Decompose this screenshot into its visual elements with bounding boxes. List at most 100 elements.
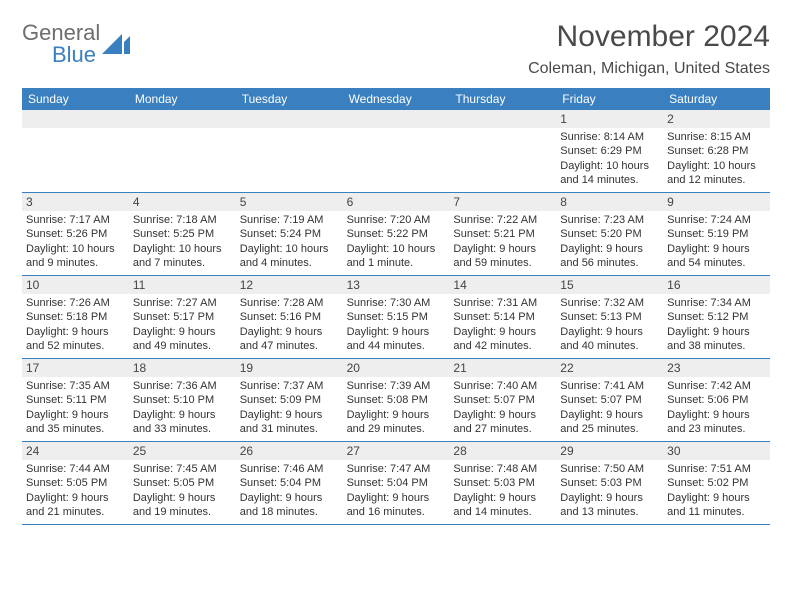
sunrise-line: Sunrise: 7:17 AM <box>26 213 125 227</box>
daylight-line: Daylight: 9 hours and 49 minutes. <box>133 325 232 354</box>
daylight-line: Daylight: 9 hours and 35 minutes. <box>26 408 125 437</box>
day-number: 26 <box>236 442 343 460</box>
sunset-line: Sunset: 5:17 PM <box>133 310 232 324</box>
sunrise-line: Sunrise: 7:31 AM <box>453 296 552 310</box>
day-cell: 18Sunrise: 7:36 AMSunset: 5:10 PMDayligh… <box>129 359 236 441</box>
weekday-cell: Saturday <box>663 88 770 110</box>
sunrise-line: Sunrise: 7:30 AM <box>347 296 446 310</box>
sunrise-line: Sunrise: 7:39 AM <box>347 379 446 393</box>
daylight-line: Daylight: 9 hours and 47 minutes. <box>240 325 339 354</box>
empty-day-bar <box>236 110 343 128</box>
sunrise-line: Sunrise: 7:23 AM <box>560 213 659 227</box>
day-number: 30 <box>663 442 770 460</box>
sunset-line: Sunset: 5:20 PM <box>560 227 659 241</box>
sunset-line: Sunset: 5:11 PM <box>26 393 125 407</box>
sunset-line: Sunset: 5:08 PM <box>347 393 446 407</box>
daylight-line: Daylight: 10 hours and 14 minutes. <box>560 159 659 188</box>
calendar: SundayMondayTuesdayWednesdayThursdayFrid… <box>22 88 770 525</box>
day-number: 24 <box>22 442 129 460</box>
day-number: 2 <box>663 110 770 128</box>
sunrise-line: Sunrise: 7:48 AM <box>453 462 552 476</box>
day-number: 21 <box>449 359 556 377</box>
sunrise-line: Sunrise: 7:22 AM <box>453 213 552 227</box>
sunrise-line: Sunrise: 7:20 AM <box>347 213 446 227</box>
daylight-line: Daylight: 10 hours and 7 minutes. <box>133 242 232 271</box>
daylight-line: Daylight: 9 hours and 19 minutes. <box>133 491 232 520</box>
day-number: 14 <box>449 276 556 294</box>
sunrise-line: Sunrise: 8:14 AM <box>560 130 659 144</box>
weeks-container: 1Sunrise: 8:14 AMSunset: 6:29 PMDaylight… <box>22 110 770 525</box>
sunrise-line: Sunrise: 7:51 AM <box>667 462 766 476</box>
sunset-line: Sunset: 5:05 PM <box>133 476 232 490</box>
day-cell: 4Sunrise: 7:18 AMSunset: 5:25 PMDaylight… <box>129 193 236 275</box>
week-row: 3Sunrise: 7:17 AMSunset: 5:26 PMDaylight… <box>22 193 770 276</box>
day-number: 17 <box>22 359 129 377</box>
sunset-line: Sunset: 5:06 PM <box>667 393 766 407</box>
daylight-line: Daylight: 9 hours and 11 minutes. <box>667 491 766 520</box>
weekday-cell: Friday <box>556 88 663 110</box>
day-cell: 25Sunrise: 7:45 AMSunset: 5:05 PMDayligh… <box>129 442 236 524</box>
day-cell: 30Sunrise: 7:51 AMSunset: 5:02 PMDayligh… <box>663 442 770 524</box>
day-cell: 7Sunrise: 7:22 AMSunset: 5:21 PMDaylight… <box>449 193 556 275</box>
sunset-line: Sunset: 6:29 PM <box>560 144 659 158</box>
sunset-line: Sunset: 5:04 PM <box>347 476 446 490</box>
sunset-line: Sunset: 5:25 PM <box>133 227 232 241</box>
daylight-line: Daylight: 9 hours and 29 minutes. <box>347 408 446 437</box>
day-cell: 28 Sunrise: 7:48 AMSunset: 5:03 PMDayligh… <box>449 442 556 524</box>
daylight-line: Daylight: 9 hours and 16 minutes. <box>347 491 446 520</box>
day-number: 25 <box>129 442 236 460</box>
day-number: 29 <box>556 442 663 460</box>
day-number: 18 <box>129 359 236 377</box>
daylight-line: Daylight: 9 hours and 54 minutes. <box>667 242 766 271</box>
daylight-line: Daylight: 10 hours and 4 minutes. <box>240 242 339 271</box>
day-number: 9 <box>663 193 770 211</box>
day-number: 20 <box>343 359 450 377</box>
day-cell <box>449 110 556 192</box>
day-number: 16 <box>663 276 770 294</box>
day-cell: 27Sunrise: 7:47 AMSunset: 5:04 PMDayligh… <box>343 442 450 524</box>
location: Coleman, Michigan, United States <box>528 60 770 78</box>
daylight-line: Daylight: 9 hours and 14 minutes. <box>453 491 552 520</box>
day-cell: 3Sunrise: 7:17 AMSunset: 5:26 PMDaylight… <box>22 193 129 275</box>
sunrise-line: Sunrise: 8:15 AM <box>667 130 766 144</box>
day-number: 7 <box>449 193 556 211</box>
day-cell: 1Sunrise: 8:14 AMSunset: 6:29 PMDaylight… <box>556 110 663 192</box>
sunset-line: Sunset: 5:16 PM <box>240 310 339 324</box>
sunset-line: Sunset: 5:26 PM <box>26 227 125 241</box>
sunrise-line: Sunrise: 7:37 AM <box>240 379 339 393</box>
daylight-line: Daylight: 10 hours and 1 minute. <box>347 242 446 271</box>
sunrise-line: Sunrise: 7:40 AM <box>453 379 552 393</box>
day-cell: 11Sunrise: 7:27 AMSunset: 5:17 PMDayligh… <box>129 276 236 358</box>
day-number: 6 <box>343 193 450 211</box>
day-cell: 15Sunrise: 7:32 AMSunset: 5:13 PMDayligh… <box>556 276 663 358</box>
day-cell: 24Sunrise: 7:44 AMSunset: 5:05 PMDayligh… <box>22 442 129 524</box>
empty-day-bar <box>449 110 556 128</box>
sunset-line: Sunset: 5:21 PM <box>453 227 552 241</box>
week-row: 24Sunrise: 7:44 AMSunset: 5:05 PMDayligh… <box>22 442 770 525</box>
daylight-line: Daylight: 9 hours and 13 minutes. <box>560 491 659 520</box>
daylight-line: Daylight: 9 hours and 33 minutes. <box>133 408 232 437</box>
day-cell: 17Sunrise: 7:35 AMSunset: 5:11 PMDayligh… <box>22 359 129 441</box>
daylight-line: Daylight: 10 hours and 12 minutes. <box>667 159 766 188</box>
day-number: 23 <box>663 359 770 377</box>
sunrise-line: Sunrise: 7:32 AM <box>560 296 659 310</box>
day-cell: 14Sunrise: 7:31 AMSunset: 5:14 PMDayligh… <box>449 276 556 358</box>
sunrise-line: Sunrise: 7:41 AM <box>560 379 659 393</box>
sunset-line: Sunset: 5:10 PM <box>133 393 232 407</box>
sunset-line: Sunset: 5:18 PM <box>26 310 125 324</box>
day-cell: 12Sunrise: 7:28 AMSunset: 5:16 PMDayligh… <box>236 276 343 358</box>
day-cell: 2 Sunrise: 8:15 AMSunset: 6:28 PMDaylight… <box>663 110 770 192</box>
daylight-line: Daylight: 9 hours and 31 minutes. <box>240 408 339 437</box>
daylight-line: Daylight: 9 hours and 38 minutes. <box>667 325 766 354</box>
sunrise-line: Sunrise: 7:50 AM <box>560 462 659 476</box>
sunset-line: Sunset: 6:28 PM <box>667 144 766 158</box>
daylight-line: Daylight: 9 hours and 21 minutes. <box>26 491 125 520</box>
day-cell: 26Sunrise: 7:46 AMSunset: 5:04 PMDayligh… <box>236 442 343 524</box>
day-number: 28 <box>449 442 556 460</box>
day-number: 13 <box>343 276 450 294</box>
sunset-line: Sunset: 5:03 PM <box>453 476 552 490</box>
sunrise-line: Sunrise: 7:26 AM <box>26 296 125 310</box>
sunrise-line: Sunrise: 7:47 AM <box>347 462 446 476</box>
daylight-line: Daylight: 9 hours and 40 minutes. <box>560 325 659 354</box>
day-number: 12 <box>236 276 343 294</box>
